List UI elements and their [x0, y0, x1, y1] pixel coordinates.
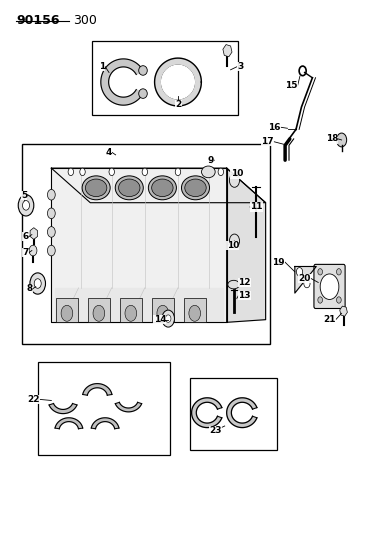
Circle shape [61, 305, 73, 321]
Circle shape [175, 168, 181, 175]
Bar [38, 362, 170, 455]
Bar [152, 298, 174, 322]
Bar [92, 41, 239, 115]
Text: 16: 16 [268, 123, 280, 132]
Text: 14: 14 [154, 315, 166, 324]
Ellipse shape [228, 280, 240, 289]
Text: 90156: 90156 [16, 14, 60, 27]
Ellipse shape [86, 179, 107, 197]
Circle shape [218, 168, 224, 175]
Polygon shape [55, 418, 83, 429]
Bar [22, 144, 269, 344]
Polygon shape [115, 402, 142, 412]
Circle shape [68, 168, 74, 175]
Polygon shape [51, 168, 265, 203]
Circle shape [80, 168, 85, 175]
Text: 12: 12 [239, 278, 251, 287]
Polygon shape [192, 398, 222, 427]
Text: 23: 23 [210, 426, 222, 435]
Ellipse shape [139, 89, 147, 99]
Polygon shape [91, 418, 119, 429]
Text: 15: 15 [285, 81, 298, 90]
Circle shape [208, 168, 214, 175]
Circle shape [230, 173, 240, 187]
Circle shape [47, 245, 55, 256]
Circle shape [189, 305, 201, 321]
Circle shape [318, 297, 323, 303]
Circle shape [337, 297, 341, 303]
Text: 4: 4 [105, 148, 112, 157]
Circle shape [320, 274, 339, 300]
Bar [184, 298, 206, 322]
Ellipse shape [148, 176, 176, 200]
Text: 7: 7 [22, 248, 29, 257]
Polygon shape [101, 59, 143, 105]
Circle shape [47, 227, 55, 237]
Circle shape [125, 305, 137, 321]
Circle shape [109, 168, 115, 175]
Polygon shape [55, 288, 223, 322]
Ellipse shape [82, 176, 110, 200]
Circle shape [47, 208, 55, 219]
Text: 19: 19 [273, 258, 285, 266]
Circle shape [165, 315, 171, 322]
Polygon shape [227, 168, 265, 322]
Circle shape [142, 168, 147, 175]
Bar [120, 298, 142, 322]
Ellipse shape [185, 179, 206, 197]
Ellipse shape [115, 176, 143, 200]
Text: 21: 21 [323, 315, 336, 324]
Text: 5: 5 [21, 191, 27, 200]
Text: 6: 6 [23, 232, 29, 241]
Ellipse shape [118, 179, 140, 197]
Bar [56, 298, 78, 322]
Circle shape [337, 269, 341, 275]
Text: 3: 3 [237, 62, 244, 71]
Text: 22: 22 [27, 395, 39, 404]
Text: 18: 18 [326, 134, 338, 143]
Circle shape [230, 234, 240, 248]
Ellipse shape [152, 179, 173, 197]
Polygon shape [83, 384, 112, 395]
Circle shape [47, 189, 55, 200]
Text: 300: 300 [73, 14, 97, 27]
Ellipse shape [139, 66, 147, 75]
Circle shape [30, 273, 45, 294]
Text: 11: 11 [250, 203, 262, 212]
Text: 8: 8 [27, 284, 32, 293]
Polygon shape [154, 58, 201, 106]
Circle shape [23, 200, 30, 210]
Circle shape [157, 305, 169, 321]
Bar [88, 298, 110, 322]
Text: 10: 10 [227, 241, 239, 250]
Text: 20: 20 [298, 273, 310, 282]
Polygon shape [295, 266, 316, 293]
Polygon shape [49, 403, 77, 414]
Circle shape [304, 279, 310, 288]
Circle shape [29, 245, 37, 256]
Polygon shape [161, 65, 194, 99]
Bar [190, 378, 277, 450]
Circle shape [337, 133, 347, 147]
Circle shape [162, 310, 174, 327]
Text: 17: 17 [261, 137, 273, 146]
Polygon shape [51, 168, 227, 322]
Circle shape [93, 305, 105, 321]
FancyBboxPatch shape [314, 264, 345, 309]
Circle shape [296, 268, 303, 276]
Polygon shape [227, 398, 257, 427]
Circle shape [34, 279, 41, 288]
Text: 1: 1 [99, 62, 105, 71]
Ellipse shape [201, 166, 215, 177]
Circle shape [318, 269, 323, 275]
Text: 13: 13 [239, 291, 251, 300]
Text: 2: 2 [175, 100, 181, 109]
Text: 9: 9 [208, 156, 214, 165]
Circle shape [18, 195, 34, 216]
Ellipse shape [181, 176, 210, 200]
Text: 10: 10 [231, 169, 243, 179]
